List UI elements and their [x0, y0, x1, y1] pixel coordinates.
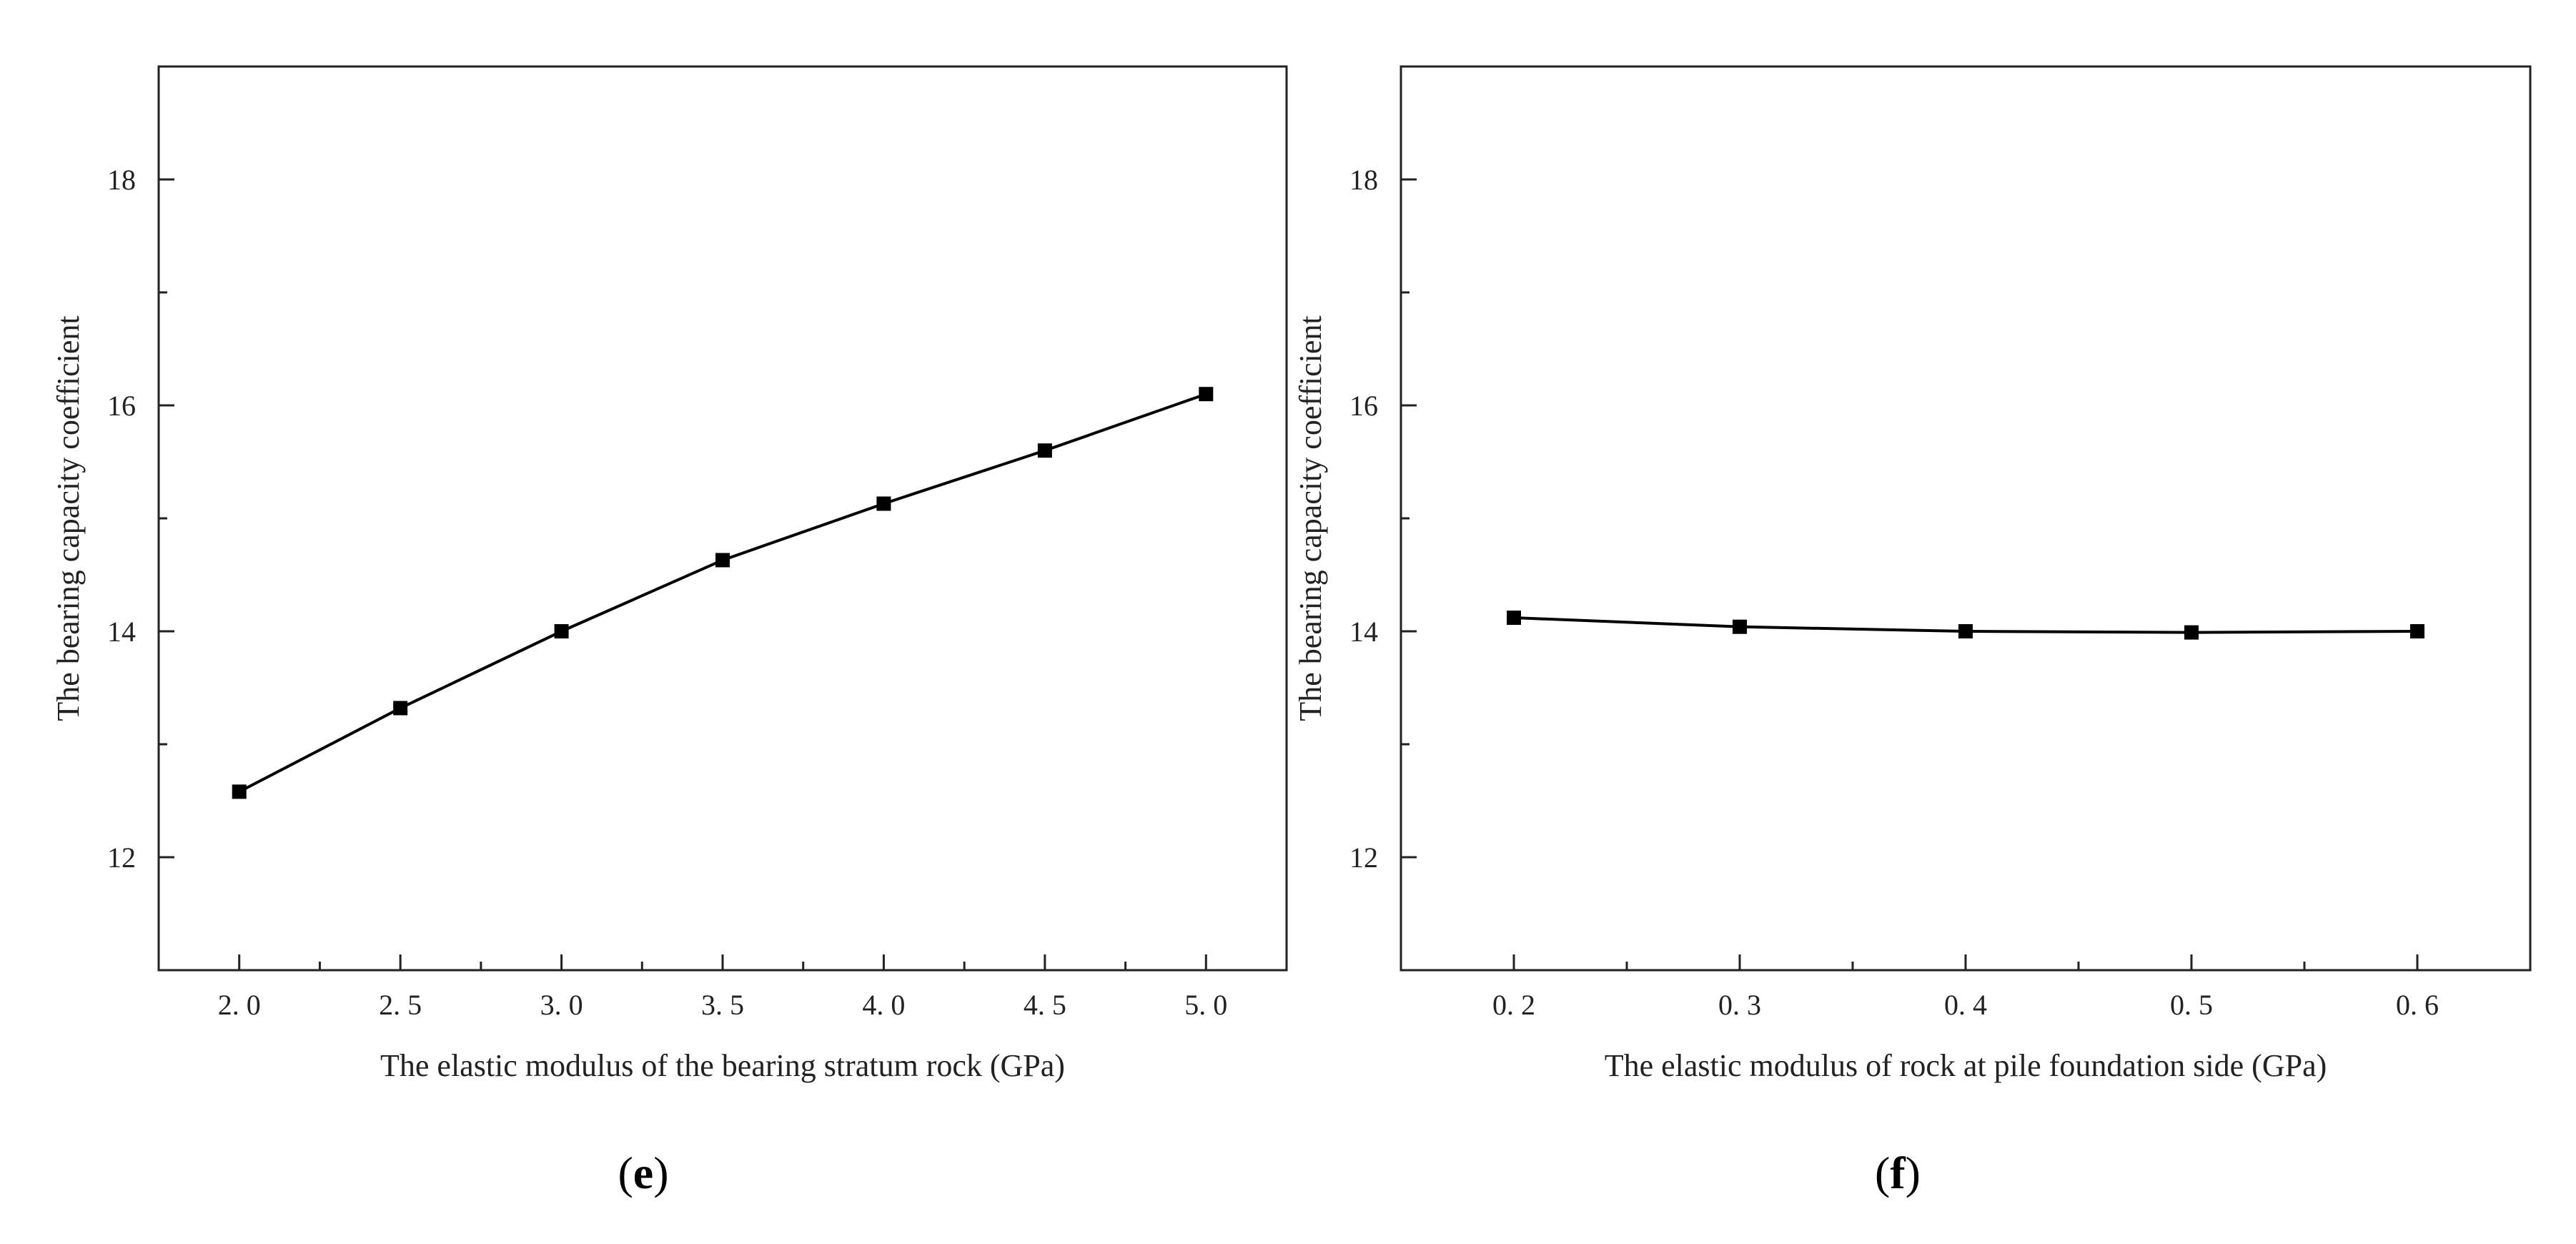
- y-tick-label-f: 18: [1349, 164, 1378, 196]
- plot-frame-f: [1400, 65, 2532, 972]
- x-tick-label-e: 3. 5: [701, 989, 744, 1021]
- y-tick-label-e: 18: [107, 164, 136, 196]
- y-tick-label-f: 12: [1349, 841, 1378, 874]
- x-tick-label-e: 4. 0: [862, 989, 905, 1021]
- data-point-e: [232, 784, 247, 799]
- chart-panel-e: 2. 0 2. 5 3. 0 3. 5 4. 0 4. 5 5. 0 12 14 16 18 The …: [51, 65, 1288, 1083]
- y-tick-label-f: 14: [1349, 616, 1378, 648]
- x-tick-label-f: 0. 6: [2396, 989, 2439, 1021]
- data-point-f: [1507, 611, 1521, 626]
- panel-label-e: (e): [618, 1147, 668, 1198]
- data-point-f: [2184, 625, 2199, 640]
- x-tick-label-f: 0. 2: [1492, 989, 1535, 1021]
- panel-label-f: (f): [1875, 1147, 1921, 1198]
- y-tick-label-e: 12: [107, 841, 136, 874]
- x-axis-title-f: The elastic modulus of rock at pile foun…: [1605, 1048, 2327, 1083]
- x-axis-title-e: The elastic modulus of the bearing strat…: [380, 1048, 1065, 1083]
- series-line-e: [238, 393, 1207, 794]
- data-point-f: [2410, 624, 2424, 638]
- y-tick-label-f: 16: [1349, 390, 1378, 422]
- data-point-f: [1733, 619, 1747, 634]
- x-tick-label-e: 2. 5: [379, 989, 422, 1021]
- data-point-e: [1199, 387, 1214, 402]
- x-tick-label-f: 0. 4: [1944, 989, 1987, 1021]
- data-point-f: [1958, 624, 1973, 638]
- x-tick-label-f: 0. 5: [2170, 989, 2213, 1021]
- x-tick-label-e: 3. 0: [540, 989, 583, 1021]
- x-tick-label-f: 0. 3: [1718, 989, 1761, 1021]
- data-point-e: [876, 496, 891, 511]
- x-tick-label-e: 2. 0: [218, 989, 261, 1021]
- data-point-e: [393, 701, 408, 716]
- y-tick-label-e: 14: [107, 616, 136, 648]
- data-point-e: [715, 553, 730, 568]
- y-axis-title-e: The bearing capacity coefficient: [51, 315, 86, 721]
- data-point-e: [554, 624, 569, 638]
- data-point-e: [1037, 443, 1052, 458]
- chart-panel-f: 0. 2 0. 3 0. 4 0. 5 0. 6 12 14 16 18 The elastic …: [1293, 65, 2532, 1083]
- plot-frame-e: [157, 65, 1288, 972]
- y-tick-label-e: 16: [107, 390, 136, 422]
- x-tick-label-e: 4. 5: [1024, 989, 1066, 1021]
- x-tick-label-e: 5. 0: [1184, 989, 1227, 1021]
- y-axis-title-f: The bearing capacity coefficient: [1293, 315, 1328, 721]
